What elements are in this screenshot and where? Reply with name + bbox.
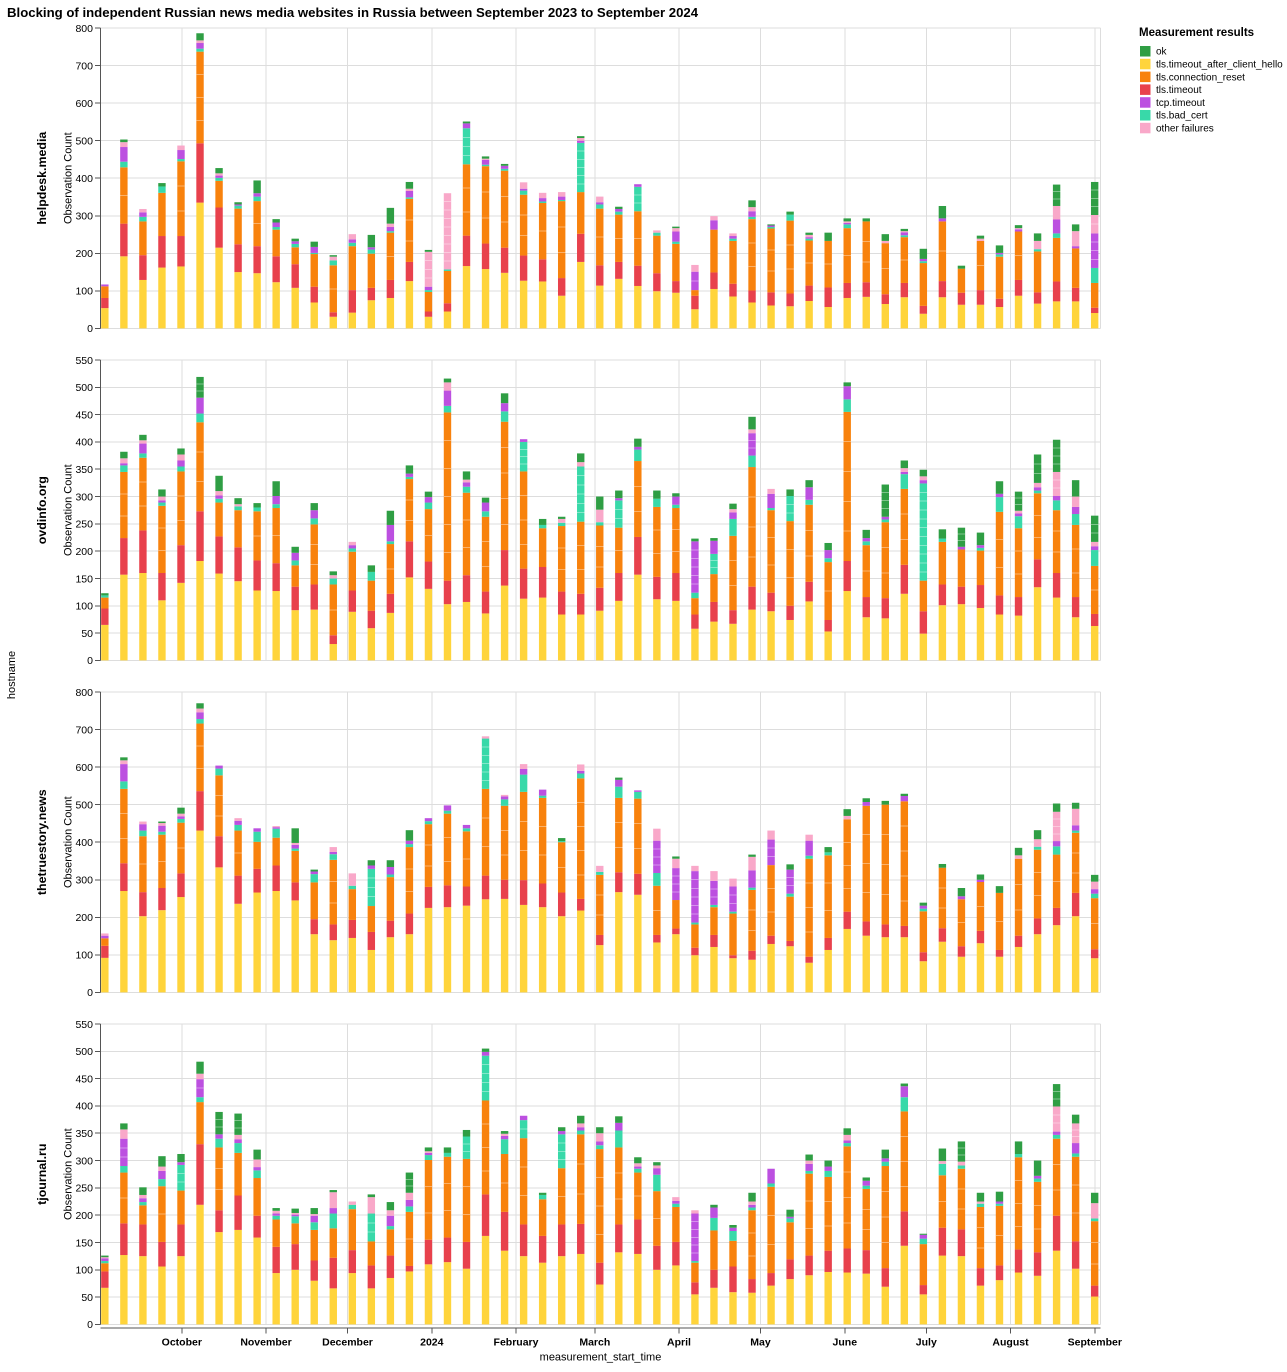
svg-text:300: 300 <box>75 875 93 887</box>
svg-text:tcp.timeout: tcp.timeout <box>1156 98 1205 109</box>
svg-text:150: 150 <box>75 573 93 585</box>
svg-text:200: 200 <box>75 248 93 260</box>
svg-text:0: 0 <box>87 987 93 999</box>
svg-text:350: 350 <box>75 1128 93 1140</box>
svg-text:other failures: other failures <box>1156 124 1214 135</box>
svg-text:300: 300 <box>75 211 93 223</box>
svg-text:March: March <box>579 1337 610 1349</box>
svg-text:200: 200 <box>75 546 93 558</box>
svg-text:400: 400 <box>75 437 93 449</box>
svg-text:May: May <box>750 1337 771 1349</box>
svg-text:50: 50 <box>81 628 93 640</box>
svg-text:hostname: hostname <box>6 651 18 699</box>
svg-text:Measurement results: Measurement results <box>1139 27 1254 39</box>
svg-text:measurement_start_time: measurement_start_time <box>540 1352 662 1364</box>
svg-text:thetruestory.news: thetruestory.news <box>35 789 49 895</box>
svg-text:Observation Count: Observation Count <box>63 464 75 556</box>
svg-text:800: 800 <box>75 23 93 35</box>
svg-text:500: 500 <box>75 1046 93 1058</box>
svg-text:September: September <box>1068 1337 1122 1349</box>
svg-text:2024: 2024 <box>420 1337 444 1349</box>
svg-text:450: 450 <box>75 1073 93 1085</box>
svg-text:tjournal.ru: tjournal.ru <box>35 1144 49 1205</box>
svg-text:100: 100 <box>75 1265 93 1277</box>
svg-text:tls.timeout: tls.timeout <box>1156 85 1202 96</box>
svg-text:400: 400 <box>75 837 93 849</box>
svg-text:600: 600 <box>75 762 93 774</box>
svg-text:December: December <box>322 1337 373 1349</box>
svg-text:Observation Count: Observation Count <box>63 132 75 224</box>
svg-text:100: 100 <box>75 601 93 613</box>
svg-text:November: November <box>240 1337 291 1349</box>
svg-text:700: 700 <box>75 60 93 72</box>
svg-text:October: October <box>162 1337 202 1349</box>
svg-text:0: 0 <box>87 1319 93 1331</box>
svg-text:600: 600 <box>75 98 93 110</box>
svg-text:200: 200 <box>75 1210 93 1222</box>
svg-text:100: 100 <box>75 286 93 298</box>
svg-text:250: 250 <box>75 519 93 531</box>
svg-text:ok: ok <box>1156 47 1168 58</box>
svg-text:tls.timeout_after_client_hello: tls.timeout_after_client_hello <box>1156 60 1283 71</box>
svg-text:February: February <box>494 1337 539 1349</box>
svg-text:550: 550 <box>75 355 93 367</box>
svg-text:200: 200 <box>75 912 93 924</box>
svg-text:July: July <box>916 1337 937 1349</box>
svg-text:500: 500 <box>75 135 93 147</box>
svg-text:300: 300 <box>75 491 93 503</box>
svg-text:400: 400 <box>75 1101 93 1113</box>
svg-text:April: April <box>667 1337 691 1349</box>
svg-text:June: June <box>833 1337 858 1349</box>
svg-text:Observation Count: Observation Count <box>63 1128 75 1220</box>
svg-text:500: 500 <box>75 382 93 394</box>
svg-text:helpdesk.media: helpdesk.media <box>35 132 49 225</box>
svg-text:250: 250 <box>75 1183 93 1195</box>
svg-text:ovdinfo.org: ovdinfo.org <box>35 476 49 544</box>
svg-text:700: 700 <box>75 724 93 736</box>
svg-text:800: 800 <box>75 687 93 699</box>
svg-text:Observation Count: Observation Count <box>63 796 75 888</box>
svg-text:0: 0 <box>87 323 93 335</box>
svg-text:450: 450 <box>75 409 93 421</box>
svg-text:550: 550 <box>75 1019 93 1031</box>
svg-text:500: 500 <box>75 799 93 811</box>
svg-text:tls.bad_cert: tls.bad_cert <box>1156 111 1208 122</box>
svg-text:50: 50 <box>81 1292 93 1304</box>
svg-text:150: 150 <box>75 1237 93 1249</box>
svg-text:400: 400 <box>75 173 93 185</box>
svg-text:100: 100 <box>75 950 93 962</box>
svg-text:0: 0 <box>87 655 93 667</box>
svg-text:tls.connection_reset: tls.connection_reset <box>1156 72 1245 83</box>
svg-text:Blocking of independent Russia: Blocking of independent Russian news med… <box>7 5 699 20</box>
svg-text:350: 350 <box>75 464 93 476</box>
svg-text:August: August <box>992 1337 1029 1349</box>
svg-text:300: 300 <box>75 1155 93 1167</box>
